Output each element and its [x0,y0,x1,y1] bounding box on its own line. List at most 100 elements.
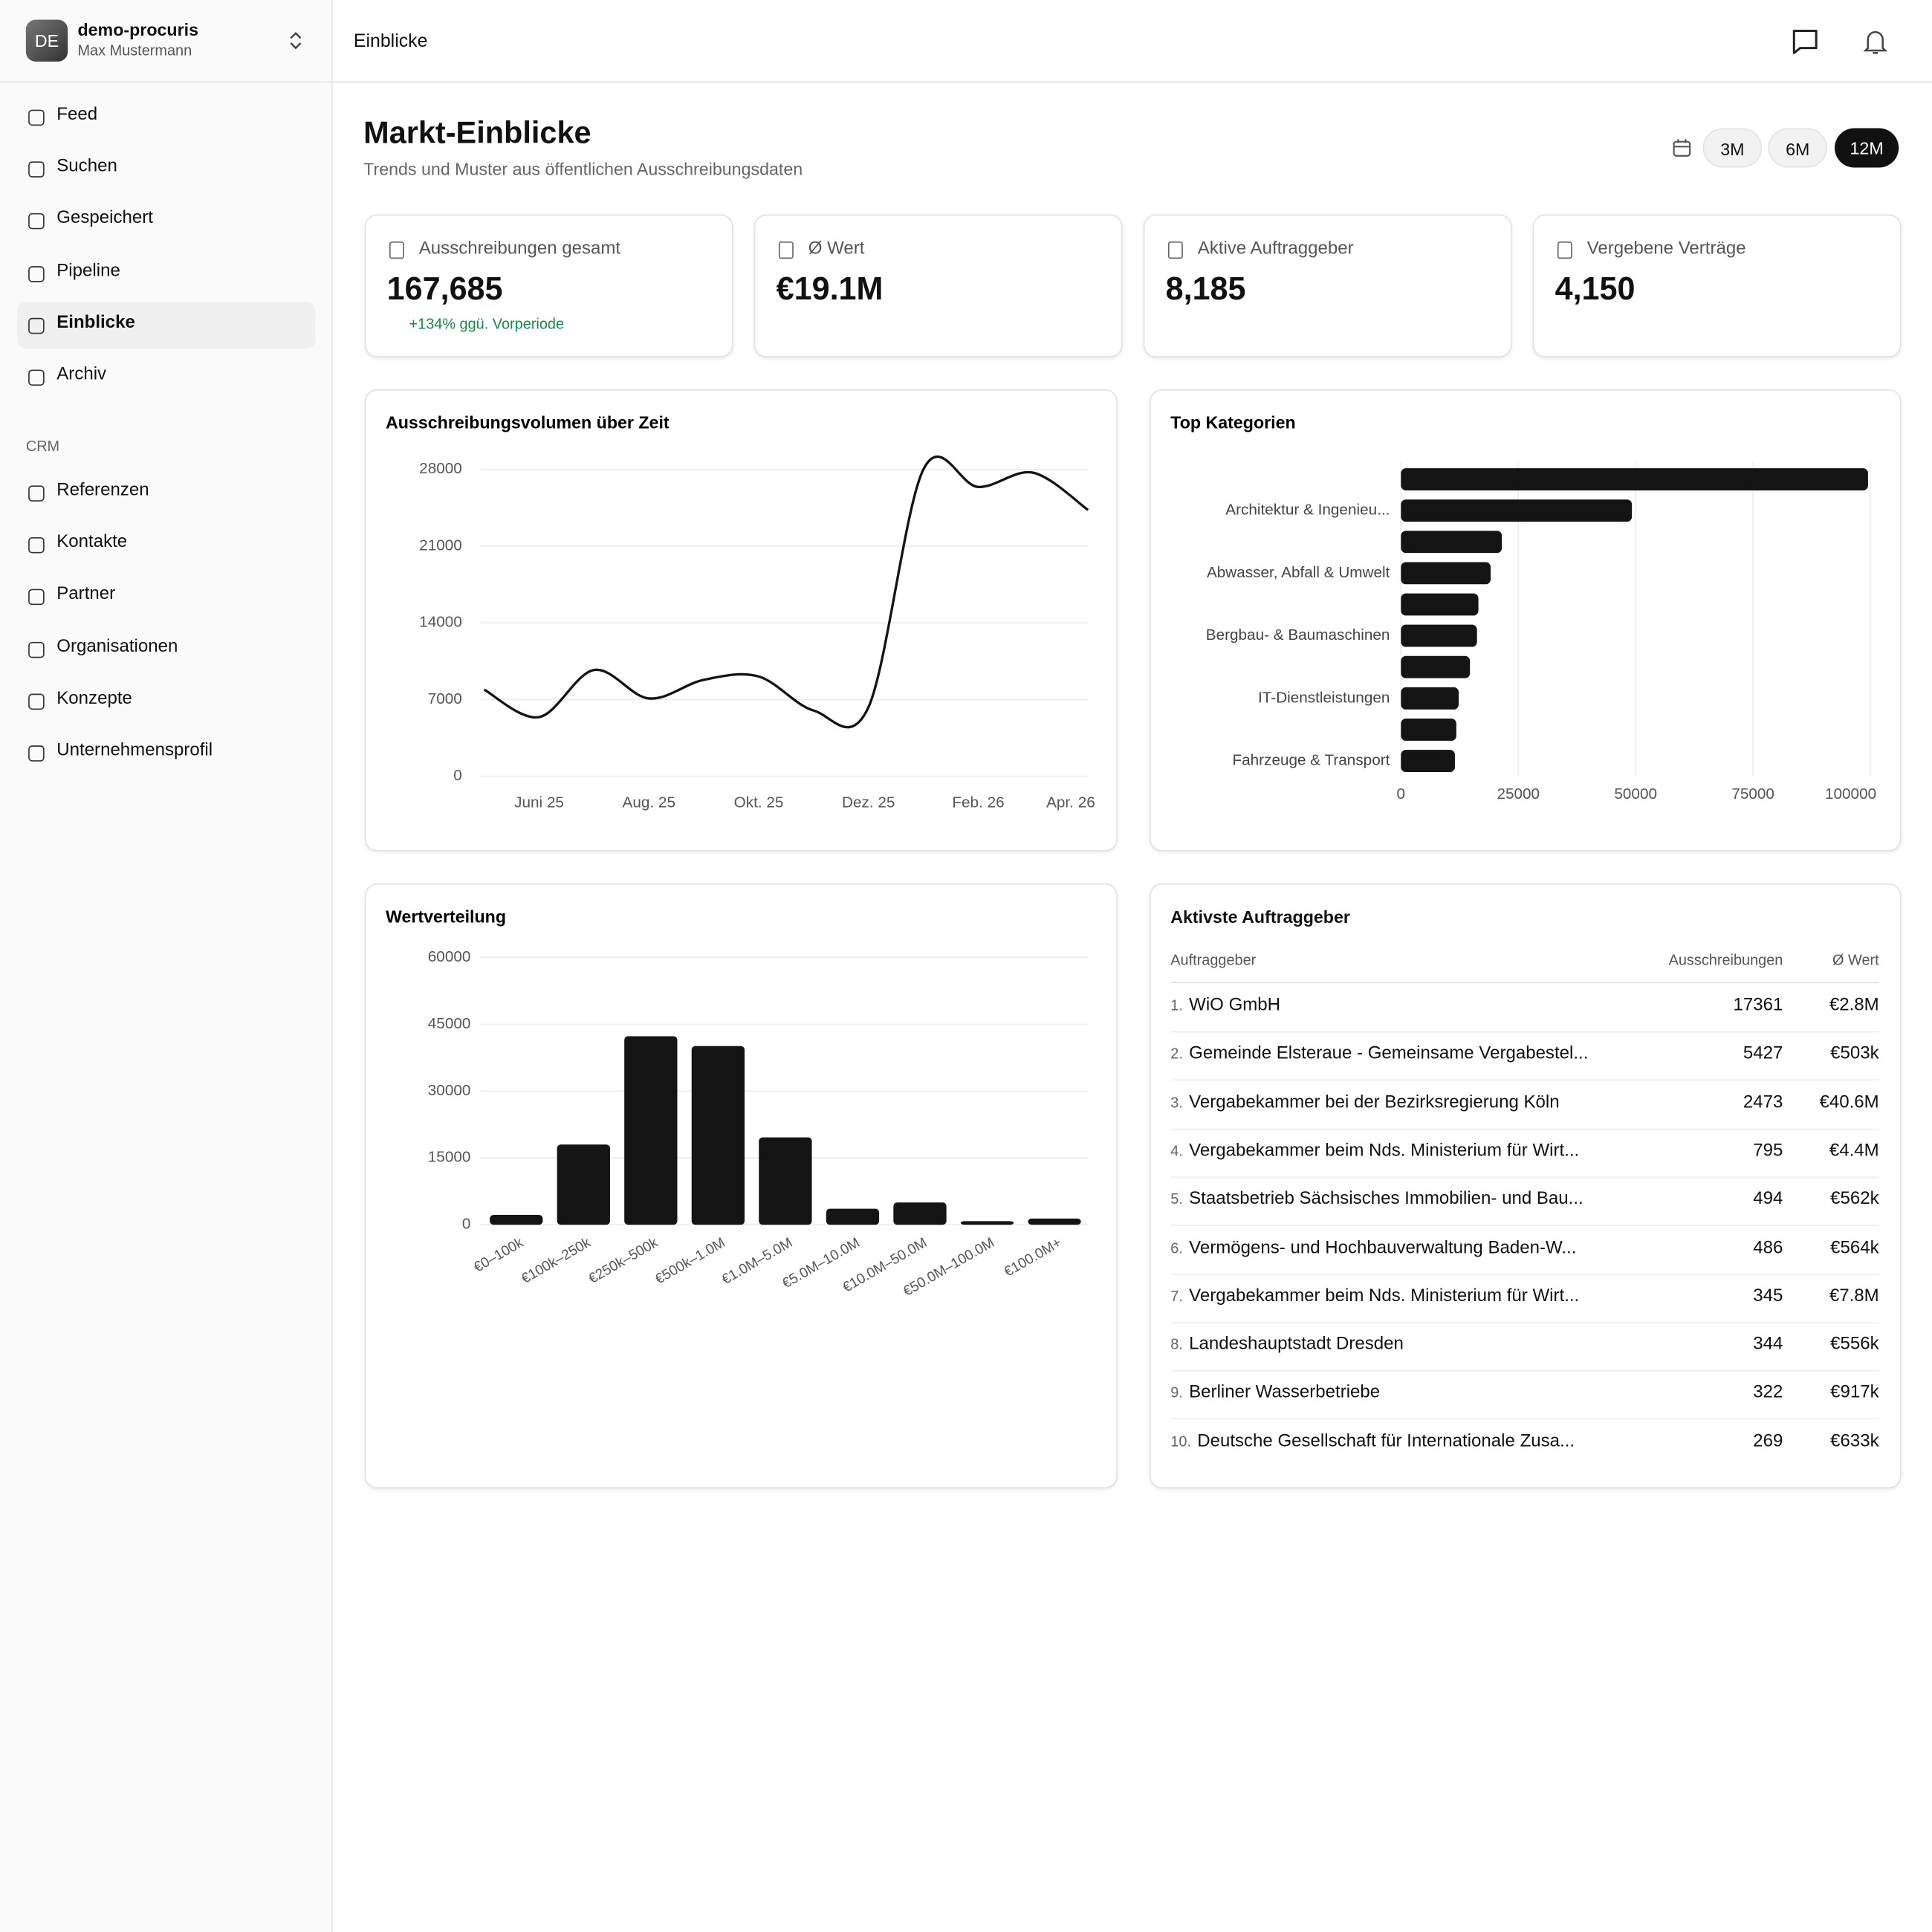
sidebar-divider [0,81,332,83]
kpi-card: Ø Wert €19.1M [753,214,1123,357]
x-tick-label: Apr. 26 [1046,794,1095,811]
table-header: Ø Wert [1832,951,1879,969]
chart-title: Ausschreibungsvolumen über Zeit [386,413,670,432]
card-line [364,389,1118,852]
table-row[interactable]: 6. Vermögens- und Hochbauverwaltung Baden… [1170,1238,1576,1258]
x-tick-label: €0–100k [471,1235,526,1276]
row-rank: 3. [1170,1093,1183,1111]
avatar: DE [25,19,68,62]
bar [1401,624,1477,647]
nav-item[interactable]: Archiv [56,364,107,385]
table-row[interactable]: 2. Gemeinde Elsteraue - Gemeinsame Vergab… [1170,1044,1588,1064]
table-row[interactable]: 10. Deutsche Gesellschaft für Internation… [1170,1431,1575,1451]
chart-title: Top Kategorien [1170,413,1295,432]
bar [1401,499,1633,522]
kpi-icon [1557,241,1572,259]
kpi-icon [1167,241,1183,259]
bar [1401,468,1868,490]
nav-item[interactable]: Unternehmensprofil [56,740,213,761]
kpi-value: 8,185 [1165,270,1246,307]
workspace-name[interactable]: demo-procuris [77,19,198,40]
table-row[interactable]: 5. Staatsbetrieb Sächsisches Immobilien- … [1170,1189,1583,1209]
row-value: €633k [1830,1431,1879,1451]
bar [624,1036,678,1225]
x-tick-label: 25000 [1497,785,1540,803]
row-name: Landeshauptstadt Dresden [1189,1334,1404,1355]
bell-icon[interactable] [1861,28,1888,55]
nav-item[interactable]: Partner [56,584,116,605]
nav-icon [28,109,45,126]
x-tick-label: Okt. 25 [734,794,784,811]
nav-icon [28,693,45,710]
row-value: €7.8M [1829,1286,1879,1306]
y-tick-label: 7000 [428,690,462,707]
nav-item[interactable]: Konzepte [56,688,132,709]
row-name: Vergabekammer beim Nds. Ministerium für … [1189,1141,1580,1161]
row-divider [1170,1419,1879,1420]
bar [1401,593,1479,616]
kpi-card: Ausschreibungen gesamt 167,685 +134% ggü. … [364,214,733,357]
nav-item[interactable]: Einblicke [56,312,135,333]
nav-icon [28,641,45,658]
kpi-value: 167,685 [386,270,503,307]
bar [557,1144,610,1225]
table-row[interactable]: 1. WiO GmbH [1170,996,1280,1016]
bar [1401,687,1459,710]
row-count: 269 [1753,1431,1783,1451]
nav-item[interactable]: Gespeichert [56,208,153,229]
row-value: €562k [1830,1189,1879,1209]
page-title: Markt-Einblicke [363,115,591,151]
chat-icon[interactable] [1792,28,1818,55]
kpi-label: Aktive Auftraggeber [1197,239,1354,259]
table-row[interactable]: 3. Vergabekammer bei der Bezirksregierung… [1170,1092,1559,1112]
nav-item[interactable]: Suchen [56,156,117,177]
header-divider [331,81,1932,83]
row-value: €2.8M [1829,995,1879,1016]
row-divider [1170,1080,1879,1081]
kpi-card: Aktive Auftraggeber 8,185 [1143,214,1512,357]
range-button[interactable]: 3M [1702,128,1763,168]
kpi-value: €19.1M [776,270,884,307]
nav-item[interactable]: Kontakte [56,532,128,553]
bar [759,1137,812,1225]
y-tick-label: 30000 [428,1082,471,1099]
row-rank: 7. [1170,1287,1183,1305]
nav-item[interactable]: Pipeline [56,260,120,281]
y-tick-label: Abwasser, Abfall & Umwelt [1207,564,1390,581]
table-row[interactable]: 7. Vergabekammer beim Nds. Ministerium fü… [1170,1286,1579,1306]
row-divider [1170,1031,1879,1033]
nav-item[interactable]: Feed [56,104,98,125]
row-rank: 1. [1170,996,1183,1014]
y-tick-label: 14000 [419,614,462,631]
x-tick-label: 100000 [1825,785,1876,803]
row-count: 344 [1753,1334,1783,1355]
row-rank: 6. [1170,1239,1183,1257]
nav-item[interactable]: Organisationen [56,636,178,657]
x-tick-label: Feb. 26 [952,794,1004,811]
nav-icon [28,213,45,230]
nav-icon [28,161,45,178]
kpi-label: Ausschreibungen gesamt [418,239,621,259]
kpi-change: +134% ggü. Vorperiode [409,315,565,333]
user-name: Max Mustermann [77,42,192,59]
table-row[interactable]: 9. Berliner Wasserbetriebe [1170,1383,1380,1403]
row-rank: 8. [1170,1335,1183,1353]
card-table [1150,883,1902,1489]
row-name: Vergabekammer bei der Bezirksregierung K… [1189,1092,1560,1112]
table-header: Auftraggeber [1170,951,1257,969]
table-row[interactable]: 4. Vergabekammer beim Nds. Ministerium fü… [1170,1141,1579,1161]
bar [893,1202,947,1225]
switch-icon[interactable] [286,30,306,51]
kpi-card: Vergebene Verträge 4,150 [1532,214,1902,357]
y-tick-label: Architektur & Ingenieu... [1225,502,1390,519]
row-rank: 5. [1170,1190,1183,1208]
table-row[interactable]: 8. Landeshauptstadt Dresden [1170,1335,1404,1355]
range-button[interactable]: 12M [1835,128,1899,168]
x-tick-label: Aug. 25 [623,794,675,811]
nav-icon [28,537,45,554]
nav-icon [28,369,45,386]
nav-item[interactable]: Referenzen [56,480,149,501]
row-value: €564k [1830,1237,1879,1258]
row-value: €503k [1830,1043,1879,1064]
range-button[interactable]: 6M [1768,128,1828,168]
